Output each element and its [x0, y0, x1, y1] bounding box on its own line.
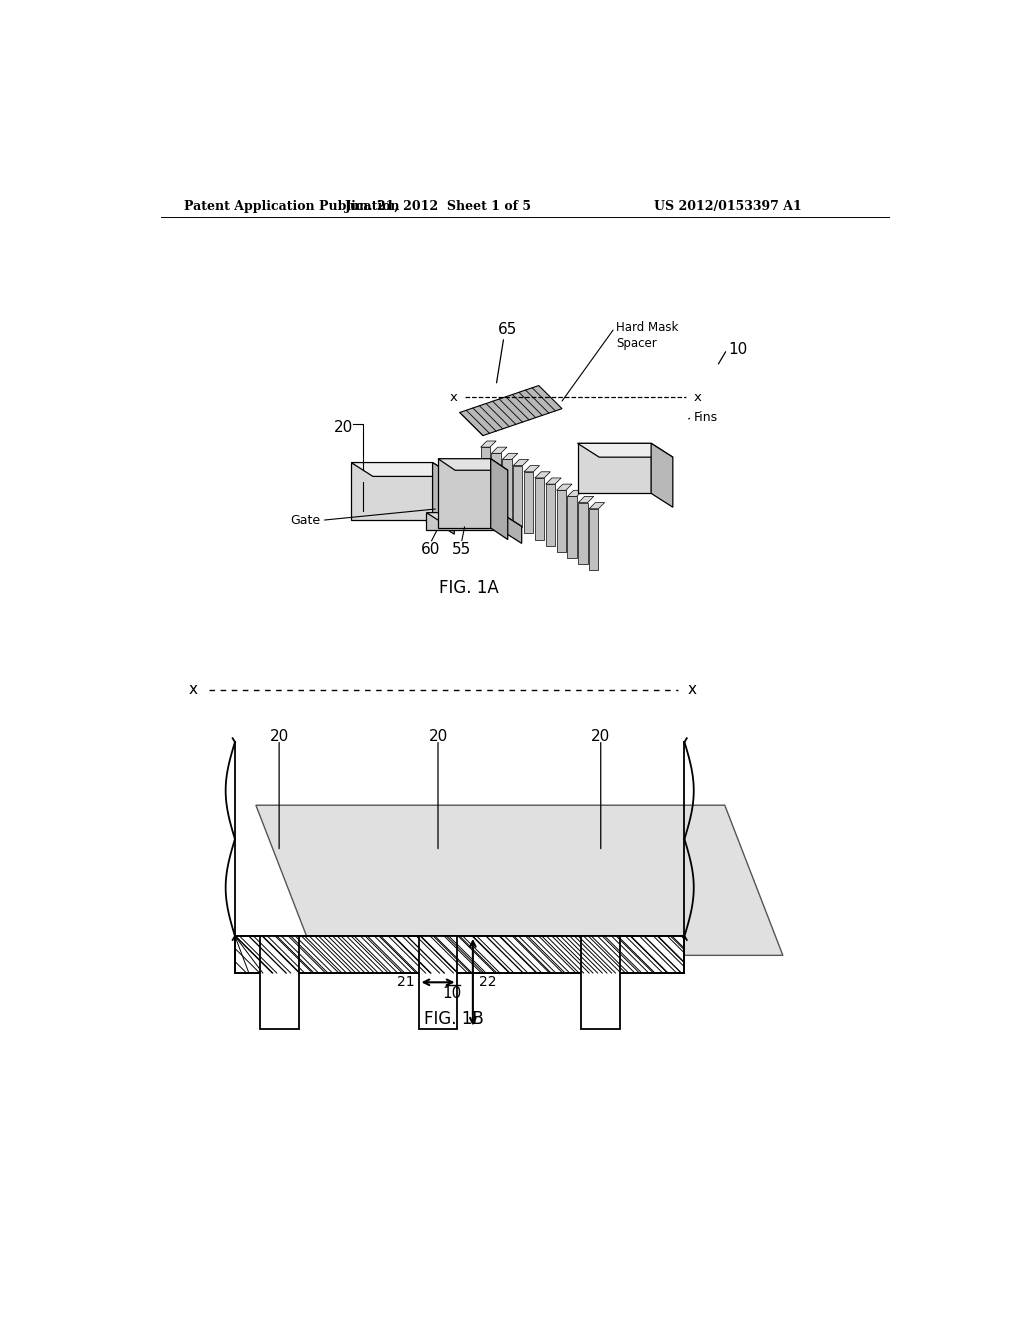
Text: 20: 20	[269, 729, 289, 743]
Bar	[582, 936, 621, 1028]
Text: 60: 60	[421, 543, 440, 557]
Polygon shape	[578, 444, 673, 457]
Polygon shape	[546, 484, 555, 545]
Polygon shape	[503, 459, 512, 521]
Bar	[260, 936, 299, 1028]
Polygon shape	[256, 805, 783, 956]
Text: 10: 10	[729, 342, 748, 356]
Text: x: x	[687, 682, 696, 697]
Polygon shape	[589, 503, 604, 508]
Polygon shape	[513, 466, 522, 527]
Text: Jun. 21, 2012  Sheet 1 of 5: Jun. 21, 2012 Sheet 1 of 5	[344, 199, 531, 213]
Text: 10: 10	[442, 986, 462, 1001]
Polygon shape	[579, 503, 588, 564]
Polygon shape	[524, 466, 540, 471]
Text: Spacer: Spacer	[616, 337, 657, 350]
Polygon shape	[557, 484, 572, 490]
Text: 55: 55	[452, 543, 471, 557]
Polygon shape	[492, 447, 507, 453]
Text: US 2012/0153397 A1: US 2012/0153397 A1	[654, 199, 802, 213]
Polygon shape	[651, 444, 673, 507]
Text: 20: 20	[591, 729, 610, 743]
Polygon shape	[351, 462, 455, 477]
Polygon shape	[535, 471, 550, 478]
Text: FIG. 1A: FIG. 1A	[439, 579, 499, 597]
Polygon shape	[524, 471, 534, 533]
Polygon shape	[500, 512, 521, 544]
Polygon shape	[579, 496, 594, 503]
Polygon shape	[432, 462, 455, 535]
Polygon shape	[557, 490, 566, 552]
Text: Gate: Gate	[290, 513, 321, 527]
Polygon shape	[426, 512, 500, 529]
Text: x: x	[188, 682, 198, 697]
Text: Hard Mask: Hard Mask	[616, 321, 679, 334]
Polygon shape	[351, 462, 432, 520]
Text: 21: 21	[397, 975, 415, 989]
Polygon shape	[492, 453, 501, 515]
Polygon shape	[480, 441, 496, 447]
Polygon shape	[578, 444, 651, 494]
Polygon shape	[460, 385, 562, 436]
Text: x: x	[693, 391, 701, 404]
Bar	[234, 936, 684, 973]
Polygon shape	[426, 512, 521, 527]
Text: FIG. 1B: FIG. 1B	[424, 1010, 483, 1028]
Text: Fins: Fins	[693, 411, 718, 424]
Polygon shape	[513, 459, 528, 466]
Bar	[419, 936, 458, 1028]
Text: Patent Application Publication: Patent Application Publication	[183, 199, 399, 213]
Polygon shape	[480, 447, 489, 508]
Polygon shape	[546, 478, 561, 484]
Polygon shape	[438, 459, 508, 470]
Polygon shape	[438, 459, 490, 528]
Text: 20: 20	[428, 729, 447, 743]
Text: 22: 22	[479, 975, 497, 989]
Text: x: x	[450, 391, 458, 404]
Polygon shape	[503, 453, 518, 459]
Polygon shape	[490, 459, 508, 540]
Polygon shape	[567, 496, 577, 558]
Polygon shape	[535, 478, 544, 540]
Polygon shape	[589, 508, 598, 570]
Polygon shape	[567, 490, 583, 496]
Text: 20: 20	[334, 420, 353, 436]
Text: 65: 65	[498, 322, 517, 337]
